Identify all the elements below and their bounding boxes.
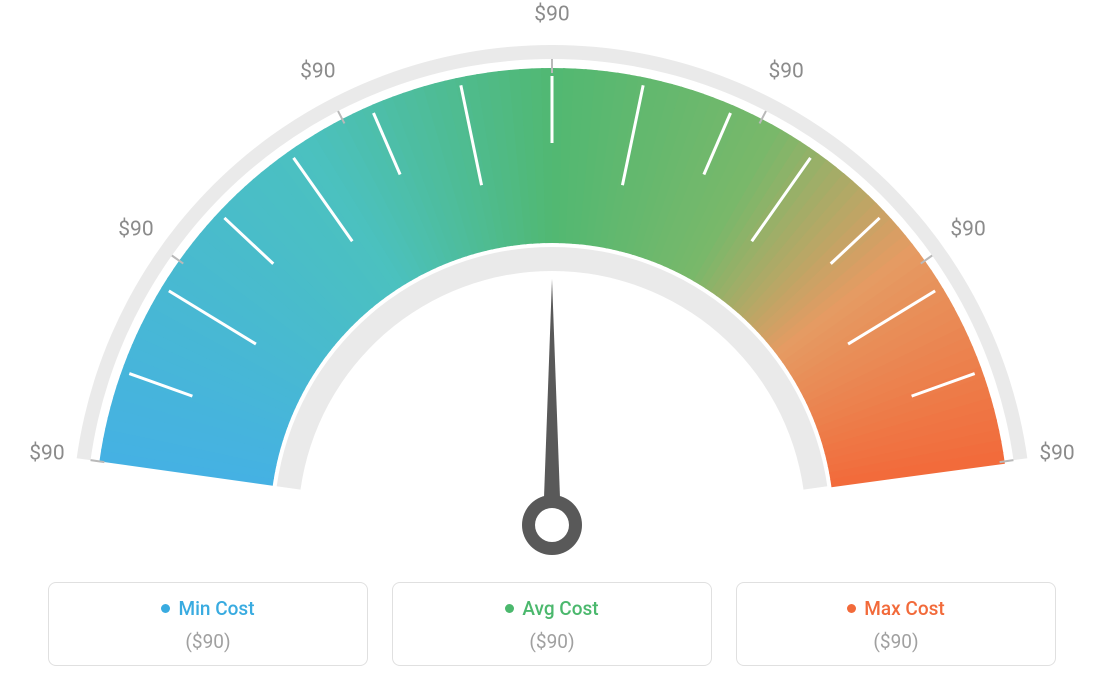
- legend-label: Min Cost: [178, 597, 254, 620]
- gauge-tick-label: $90: [300, 59, 335, 83]
- gauge-svg: $90 $90 $90 $90 $90 $90 $90: [0, 0, 1104, 560]
- legend-label: Avg Cost: [522, 597, 598, 620]
- legend-row: Min Cost ($90) Avg Cost ($90) Max Cost (…: [0, 582, 1104, 666]
- gauge-tick-label: $90: [950, 218, 985, 242]
- dot-icon: [847, 604, 856, 613]
- dot-icon: [505, 604, 514, 613]
- legend-card-avg: Avg Cost ($90): [392, 582, 712, 666]
- legend-label: Max Cost: [864, 597, 944, 620]
- legend-value-min: ($90): [59, 630, 357, 653]
- dot-icon: [161, 604, 170, 613]
- gauge-needle: [543, 279, 561, 525]
- gauge-tick-label: $90: [1039, 442, 1074, 466]
- legend-value-max: ($90): [747, 630, 1045, 653]
- gauge-tick-label: $90: [534, 3, 569, 27]
- legend-title-max: Max Cost: [847, 597, 944, 620]
- gauge-tick-label: $90: [29, 442, 64, 466]
- gauge-hub-inner: [535, 508, 569, 542]
- gauge-tick-label: $90: [768, 59, 803, 83]
- legend-title-avg: Avg Cost: [505, 597, 598, 620]
- legend-value-avg: ($90): [403, 630, 701, 653]
- gauge-tick-label: $90: [118, 218, 153, 242]
- gauge-chart: $90 $90 $90 $90 $90 $90 $90: [0, 0, 1104, 560]
- legend-title-min: Min Cost: [161, 597, 254, 620]
- legend-card-min: Min Cost ($90): [48, 582, 368, 666]
- legend-card-max: Max Cost ($90): [736, 582, 1056, 666]
